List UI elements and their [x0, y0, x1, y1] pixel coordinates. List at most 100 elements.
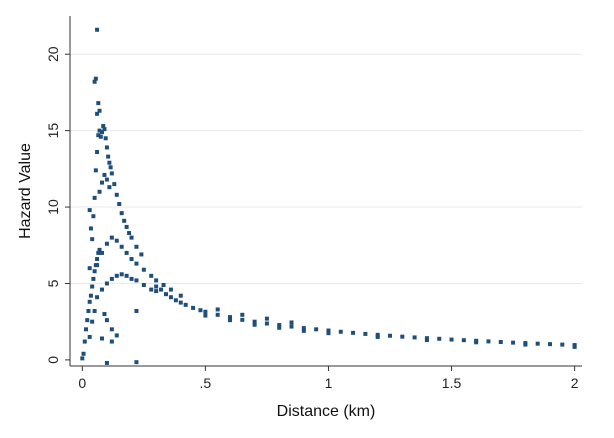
- y-axis-title: Hazard Value: [17, 143, 34, 239]
- data-point: [102, 172, 107, 177]
- data-point: [461, 338, 466, 343]
- data-point: [100, 130, 104, 135]
- data-point: [107, 160, 112, 165]
- data-point: [437, 336, 442, 341]
- data-point: [109, 171, 114, 176]
- x-tick-label: 2: [571, 375, 579, 391]
- data-point: [92, 308, 97, 313]
- x-tick-label: 1: [325, 375, 333, 391]
- data-point: [104, 318, 109, 323]
- data-point: [164, 292, 168, 297]
- data-point: [96, 133, 101, 138]
- data-point: [124, 250, 129, 255]
- data-point: [178, 293, 183, 298]
- data-point: [134, 244, 139, 249]
- data-point: [90, 237, 95, 242]
- data-point: [424, 338, 429, 343]
- y-tick-label: 10: [45, 199, 61, 215]
- data-point: [412, 335, 417, 340]
- data-point: [104, 281, 109, 286]
- data-point: [486, 339, 491, 344]
- data-point: [88, 226, 93, 231]
- data-point: [102, 312, 107, 317]
- data-point: [82, 339, 87, 344]
- data-point: [96, 101, 101, 106]
- data-point: [84, 327, 88, 332]
- data-point: [277, 323, 282, 328]
- data-point: [124, 224, 129, 229]
- data-point: [375, 332, 380, 337]
- data-point: [400, 334, 405, 339]
- y-tick-label: 20: [45, 46, 61, 62]
- y-tick-label: 0: [45, 356, 61, 364]
- data-point: [92, 269, 97, 274]
- data-point: [338, 329, 343, 334]
- data-point: [289, 324, 294, 329]
- data-point: [264, 316, 269, 321]
- data-point: [81, 351, 86, 356]
- data-point: [363, 331, 368, 336]
- data-point: [97, 128, 102, 133]
- data-point: [129, 276, 134, 281]
- data-point: [93, 168, 98, 173]
- data-point: [95, 257, 100, 262]
- data-point: [119, 244, 124, 249]
- x-tick-label: .5: [200, 375, 212, 391]
- data-point: [107, 185, 112, 190]
- data-point: [240, 312, 245, 317]
- data-point: [159, 287, 164, 292]
- data-point: [114, 273, 119, 278]
- data-point: [87, 208, 92, 213]
- data-point: [252, 319, 257, 324]
- data-point: [100, 336, 104, 341]
- data-point: [191, 305, 196, 310]
- data-point: [95, 295, 100, 300]
- data-point: [109, 235, 114, 240]
- data-point: [90, 319, 95, 324]
- data-point: [95, 111, 100, 116]
- data-point: [87, 266, 92, 271]
- y-tick-label: 5: [45, 279, 61, 287]
- data-point: [97, 108, 102, 113]
- data-point: [351, 330, 356, 335]
- data-point: [85, 318, 90, 323]
- data-point: [100, 180, 104, 185]
- data-point: [104, 177, 109, 182]
- data-point: [117, 201, 122, 206]
- data-point: [301, 328, 306, 333]
- data-point: [388, 333, 392, 338]
- data-point: [114, 333, 119, 338]
- data-point: [114, 238, 119, 243]
- data-point: [101, 124, 106, 129]
- data-point: [93, 76, 98, 81]
- data-point: [449, 337, 454, 342]
- data-point: [314, 327, 319, 332]
- data-point: [511, 340, 516, 345]
- data-point: [80, 356, 85, 361]
- data-point: [109, 339, 114, 344]
- data-point: [100, 250, 104, 255]
- data-point: [228, 318, 232, 323]
- data-point: [326, 328, 331, 333]
- data-point: [119, 211, 124, 216]
- data-point: [252, 322, 257, 327]
- data-point: [92, 195, 97, 200]
- data-point: [198, 308, 203, 313]
- data-point: [114, 192, 119, 197]
- data-point: [98, 134, 103, 139]
- data-point: [97, 189, 102, 194]
- data-point: [215, 307, 220, 312]
- data-point: [168, 287, 173, 292]
- data-point: [240, 317, 245, 322]
- data-point: [149, 287, 154, 292]
- data-point: [560, 342, 565, 347]
- data-point: [289, 320, 294, 325]
- data-point: [87, 334, 92, 339]
- data-point: [134, 261, 139, 266]
- data-point: [91, 276, 96, 281]
- data-point: [95, 263, 100, 268]
- data-point: [129, 235, 134, 240]
- data-point: [86, 308, 91, 313]
- data-point: [161, 282, 166, 287]
